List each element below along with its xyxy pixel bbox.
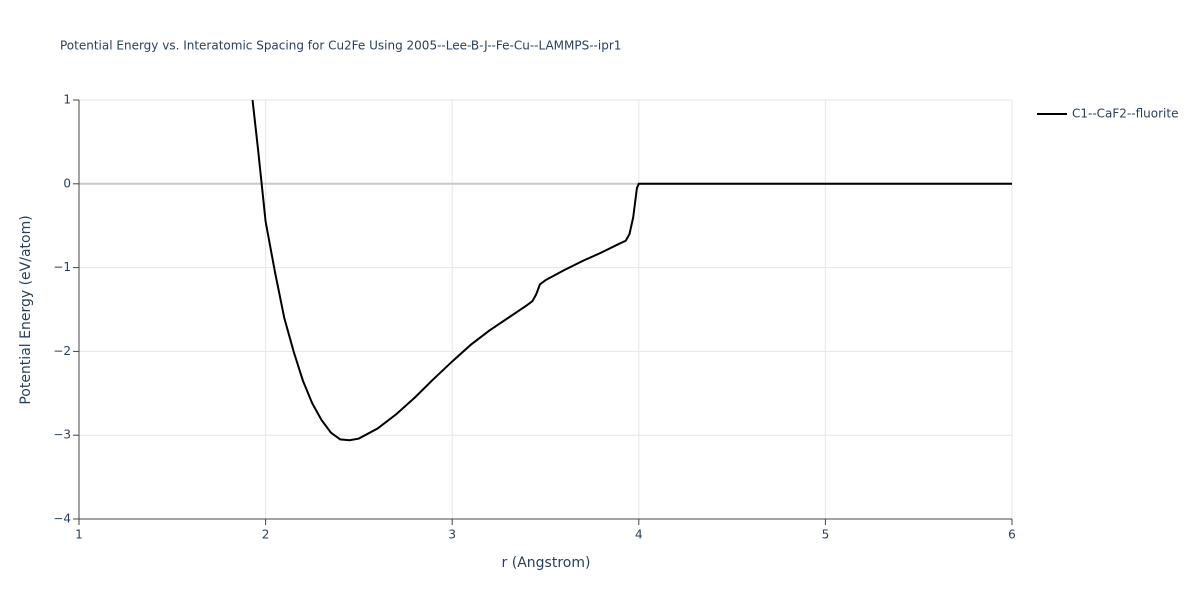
x-tick-label: 2	[262, 528, 270, 542]
y-tick-label: 0	[63, 176, 71, 190]
legend-label: C1--CaF2--fluorite	[1072, 107, 1178, 121]
x-tick-label: 3	[448, 528, 456, 542]
x-tick-label: 5	[822, 528, 830, 542]
x-tick-label: 6	[1008, 528, 1016, 542]
x-tick-label: 4	[635, 528, 643, 542]
x-axis-label: r (Angstrom)	[502, 555, 591, 571]
y-tick-label: −4	[53, 512, 71, 526]
y-tick-label: 1	[63, 93, 71, 107]
y-tick-label: −2	[53, 344, 71, 358]
y-tick-label: −3	[53, 428, 71, 442]
x-tick-label: 1	[75, 528, 83, 542]
chart-title: Potential Energy vs. Interatomic Spacing…	[60, 39, 621, 53]
y-axis-label: Potential Energy (eV/atom)	[18, 215, 34, 404]
y-tick-label: −1	[53, 260, 71, 274]
series-line	[251, 99, 1012, 442]
